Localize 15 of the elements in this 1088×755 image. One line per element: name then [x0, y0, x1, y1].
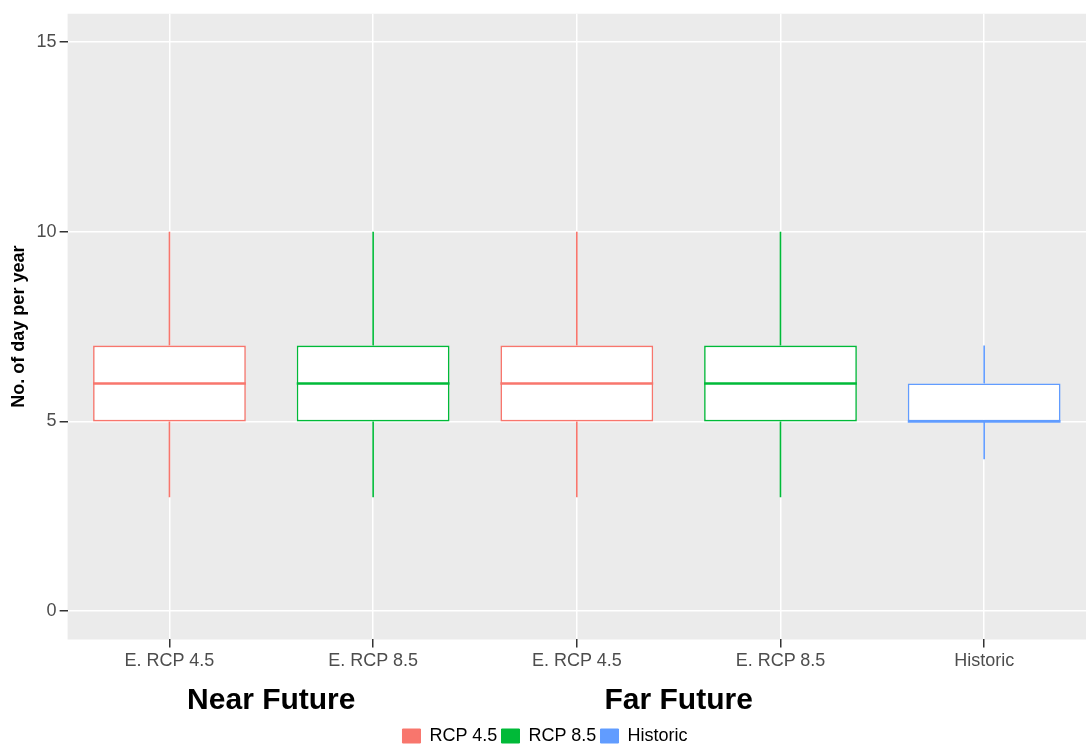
legend-label: Historic [627, 724, 688, 745]
y-tick-label: 15 [36, 31, 57, 52]
x-tick-label: E. RCP 8.5 [328, 650, 418, 671]
x-tick-label: E. RCP 4.5 [124, 650, 215, 671]
y-tick-label: 0 [46, 599, 57, 620]
text: Far Future [604, 682, 753, 716]
y-tick-label: 10 [36, 220, 57, 241]
legend-label: RCP 4.5 [429, 724, 498, 745]
text: Near Future [187, 682, 356, 716]
x-tick-label: Historic [954, 650, 1015, 671]
legend-label: RCP 8.5 [528, 724, 597, 745]
x-tick-label: E. RCP 4.5 [531, 650, 622, 671]
y-axis-title: No. of day per year [7, 245, 28, 408]
x-tick-label: E. RCP 8.5 [735, 650, 826, 671]
y-tick-label: 5 [46, 410, 57, 431]
